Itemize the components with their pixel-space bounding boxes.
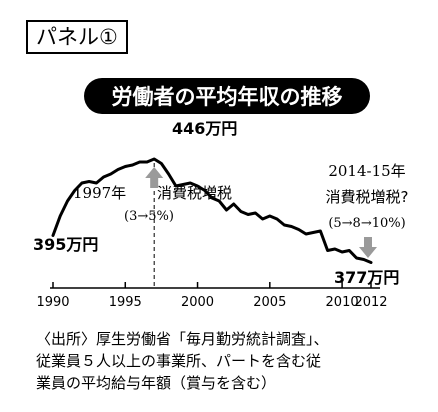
title-background — [84, 78, 370, 114]
source-note: 〈出所〉厚生労働省「毎月勤労統計調査」、 従業員５人以上の事業所、パートを含む従… — [36, 328, 432, 394]
source-line: 従業員５人以上の事業所、パートを含む従 — [36, 352, 322, 370]
annotation-2014-rate: (5→8→10%) — [328, 216, 405, 231]
x-tick-label: 2000 — [181, 295, 214, 310]
annotation-1997-rate: (3→5%) — [124, 209, 174, 224]
source-line: 〈出所〉厚生労働省「毎月勤労統計調査」、 — [36, 330, 329, 348]
chart-title-text: 労働者の平均年収の推移 — [112, 85, 343, 109]
end-value-label: 377万円 — [334, 268, 399, 287]
x-tick-label: 1990 — [36, 295, 69, 310]
guides — [145, 163, 377, 288]
x-tick-label: 2005 — [253, 295, 286, 310]
series-layer — [51, 157, 373, 264]
peak-value-label: 446万円 — [172, 119, 237, 138]
chart-title: 労働者の平均年収の推移 — [84, 78, 370, 114]
panel-label: パネル① — [26, 20, 128, 54]
down-arrow-stem — [364, 237, 372, 247]
annotation-1997-year: 1997年 — [73, 184, 126, 202]
annotation-2014-year: 2014-15年 — [328, 162, 405, 180]
down-arrow-icon — [359, 247, 377, 258]
annotation-1997-title: 消費税増税 — [157, 184, 232, 202]
x-tick-label: 2010 — [326, 295, 359, 310]
x-tick-label: 1995 — [109, 295, 142, 310]
labels: 395万円 446万円 377万円 1997年 消費税増税 (3→5%) 2014-15年消… — [33, 119, 408, 287]
start-value-label: 395万円 — [33, 235, 98, 254]
annotation-2014-title: 消費税増税? — [326, 188, 409, 206]
source-line: 業員の平均給与年額（賞与を含む） — [36, 374, 277, 392]
x-tick-label: 2012 — [354, 295, 387, 310]
up-arrow-icon — [145, 167, 164, 178]
up-arrow-stem — [150, 178, 159, 188]
series-line — [51, 157, 373, 264]
